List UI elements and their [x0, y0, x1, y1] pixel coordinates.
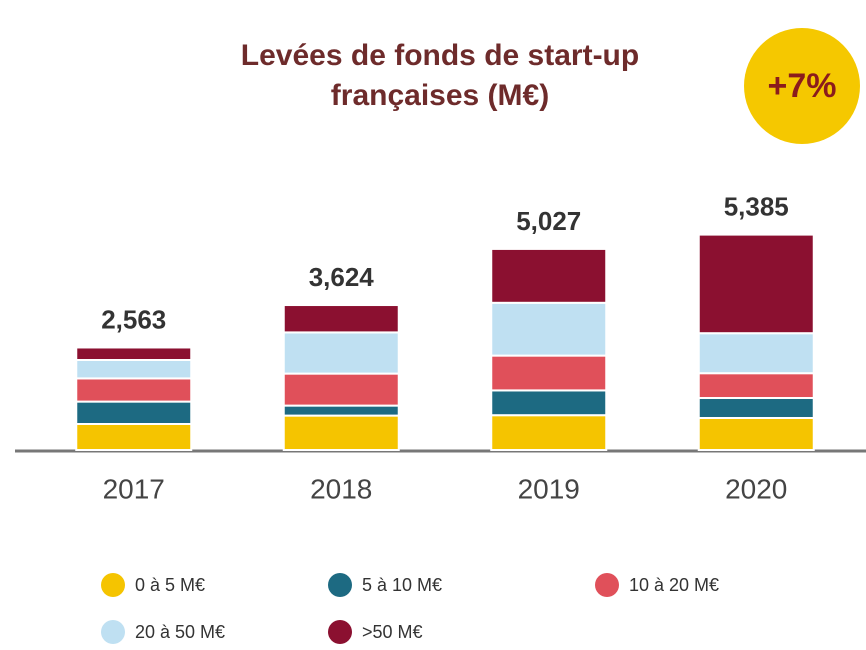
legend-marker	[328, 620, 352, 644]
x-tick-label: 2017	[103, 473, 165, 504]
bar-segment	[282, 414, 400, 452]
bar-segment	[282, 331, 400, 375]
bar-segment	[282, 404, 400, 417]
bar-segment	[697, 417, 815, 451]
bar-segment	[490, 301, 608, 357]
bar-segment	[490, 389, 608, 417]
bar-segment	[697, 397, 815, 419]
bar-segment	[282, 304, 400, 334]
legend-label: 5 à 10 M€	[362, 575, 442, 595]
bar-segment	[75, 377, 193, 403]
legend-marker	[101, 620, 125, 644]
total-label: 3,624	[309, 262, 375, 292]
legend-label: 10 à 20 M€	[629, 575, 719, 595]
bar-segment	[697, 332, 815, 375]
bar-segment	[490, 414, 608, 452]
total-label: 2,563	[101, 304, 166, 334]
bar-segment	[697, 372, 815, 400]
bar-segment	[75, 346, 193, 362]
bar-segment	[75, 400, 193, 426]
bar-segment	[490, 354, 608, 392]
bar-segment	[75, 359, 193, 380]
bar-segment	[697, 233, 815, 335]
legend-marker	[595, 573, 619, 597]
total-label: 5,385	[724, 191, 789, 221]
bar-segment	[75, 423, 193, 451]
legend-marker	[101, 573, 125, 597]
badge-text: +7%	[768, 67, 837, 105]
legend-label: >50 M€	[362, 622, 423, 642]
bar-segment	[282, 372, 400, 407]
bar-segment	[490, 247, 608, 304]
legend-marker	[328, 573, 352, 597]
legend-label: 20 à 50 M€	[135, 622, 225, 642]
badge	[744, 28, 860, 144]
legend-label: 0 à 5 M€	[135, 575, 205, 595]
total-label: 5,027	[516, 206, 581, 236]
x-tick-label: 2020	[725, 473, 787, 504]
x-tick-label: 2019	[518, 473, 580, 504]
x-tick-label: 2018	[310, 473, 372, 504]
chart-title: Levées de fonds de start-up françaises (…	[240, 39, 640, 112]
